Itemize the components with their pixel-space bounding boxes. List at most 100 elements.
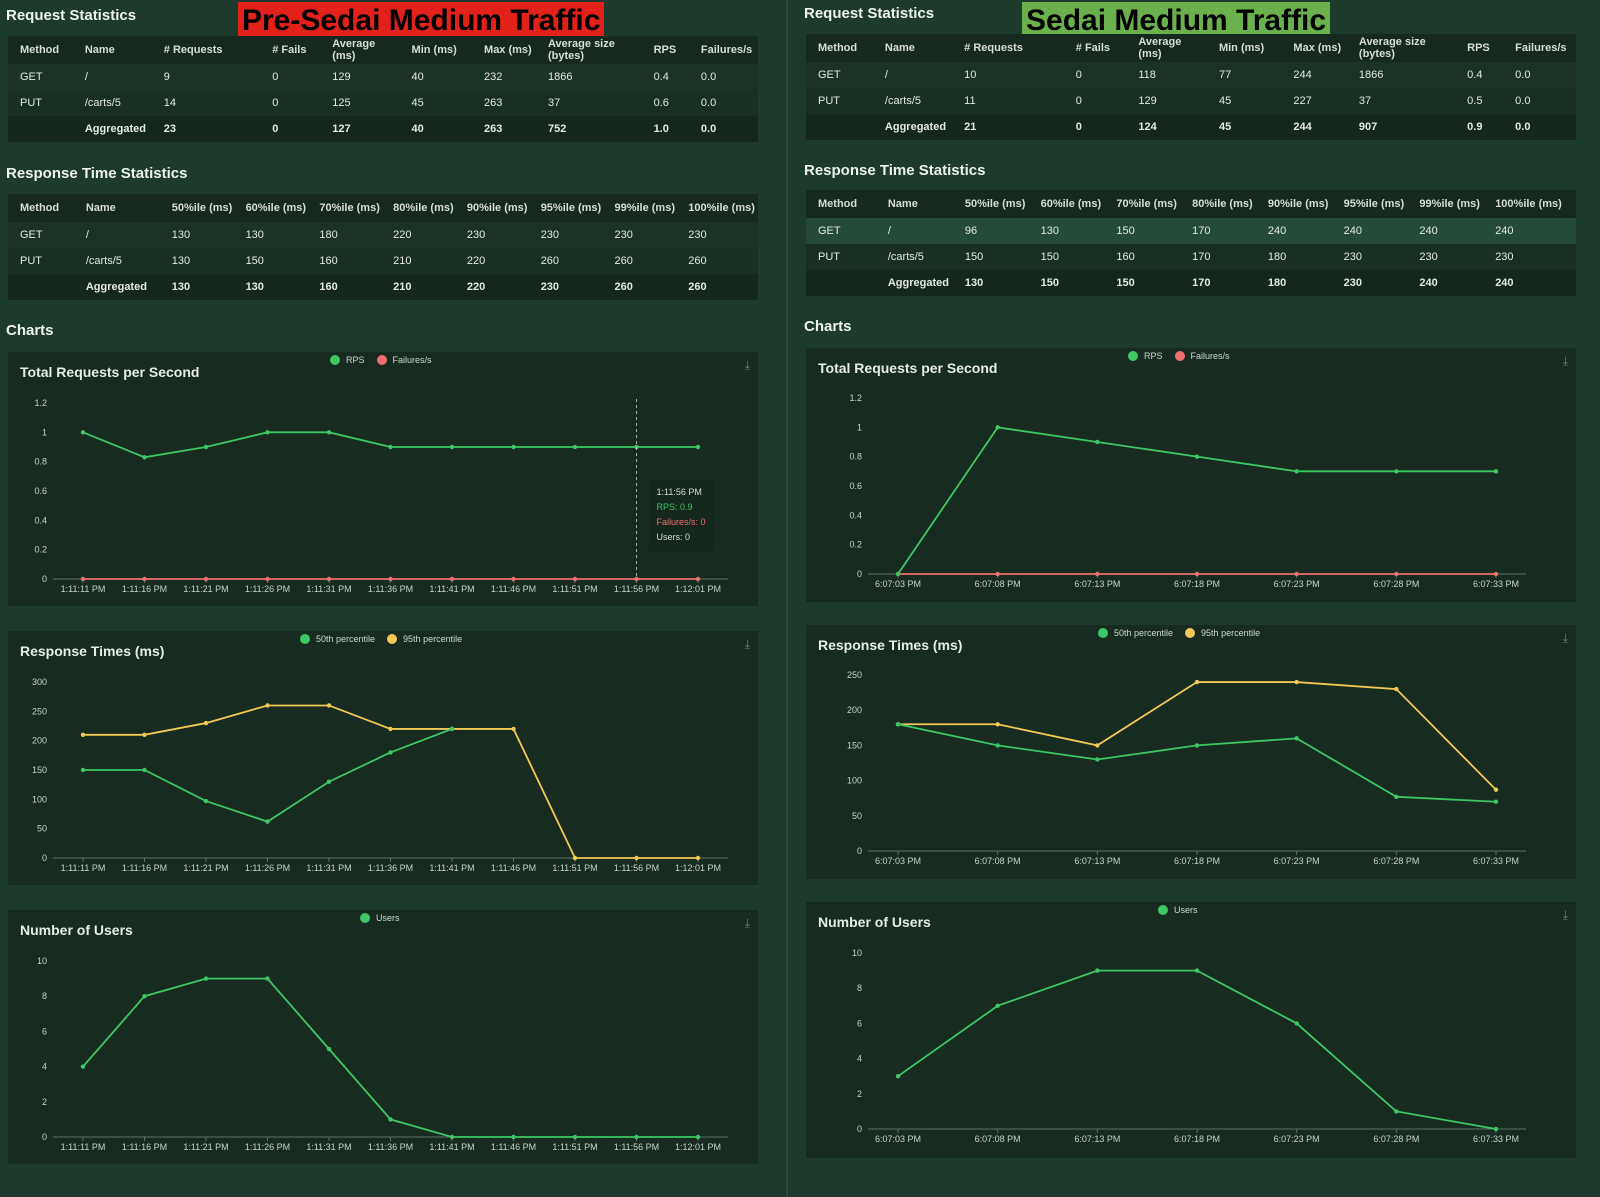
- data-point[interactable]: [388, 576, 393, 582]
- column-header[interactable]: 70%ile (ms): [307, 194, 382, 222]
- legend-item[interactable]: 50th percentile: [300, 634, 375, 644]
- data-point[interactable]: [1493, 469, 1499, 474]
- column-header[interactable]: Name: [72, 36, 152, 64]
- data-point[interactable]: [1194, 968, 1200, 973]
- data-point[interactable]: [1095, 968, 1100, 973]
- column-header[interactable]: 70%ile (ms): [1104, 190, 1181, 218]
- column-header[interactable]: 80%ile (ms): [381, 194, 455, 222]
- data-point[interactable]: [572, 855, 578, 861]
- data-point[interactable]: [1493, 787, 1499, 792]
- data-point[interactable]: [1194, 679, 1200, 685]
- column-header[interactable]: Average (ms): [320, 36, 400, 64]
- data-point[interactable]: [695, 576, 701, 582]
- column-header[interactable]: Min (ms): [399, 36, 473, 64]
- column-header[interactable]: 80%ile (ms): [1180, 190, 1256, 218]
- column-header[interactable]: Failures/s: [688, 36, 758, 64]
- data-point[interactable]: [80, 767, 86, 773]
- data-point[interactable]: [572, 576, 578, 582]
- download-icon[interactable]: ⤓: [744, 637, 750, 651]
- data-point[interactable]: [511, 576, 516, 582]
- download-icon[interactable]: ⤓: [744, 358, 750, 372]
- data-point[interactable]: [265, 703, 270, 708]
- column-header[interactable]: 99%ile (ms): [602, 194, 677, 222]
- data-point[interactable]: [995, 743, 1000, 748]
- data-point[interactable]: [1394, 1109, 1399, 1114]
- data-point[interactable]: [511, 1134, 516, 1140]
- column-header[interactable]: Method: [806, 34, 873, 62]
- data-point[interactable]: [1294, 1021, 1299, 1026]
- data-point[interactable]: [142, 767, 147, 773]
- data-point[interactable]: [572, 1134, 578, 1140]
- data-point[interactable]: [1095, 439, 1100, 445]
- data-point[interactable]: [142, 455, 147, 460]
- data-point[interactable]: [265, 576, 270, 582]
- data-point[interactable]: [1294, 571, 1299, 577]
- data-point[interactable]: [449, 726, 455, 732]
- data-point[interactable]: [142, 732, 147, 737]
- data-point[interactable]: [1394, 686, 1399, 692]
- data-point[interactable]: [695, 444, 701, 450]
- data-point[interactable]: [203, 720, 209, 726]
- data-point[interactable]: [895, 722, 901, 727]
- legend-item[interactable]: Failures/s: [376, 355, 432, 365]
- download-icon[interactable]: ⤓: [1562, 908, 1568, 922]
- legend-item[interactable]: 50th percentile: [1098, 628, 1173, 638]
- data-point[interactable]: [995, 1003, 1000, 1008]
- legend-item[interactable]: 95th percentile: [1185, 628, 1260, 638]
- column-header[interactable]: Failures/s: [1503, 34, 1576, 62]
- column-header[interactable]: 90%ile (ms): [1255, 190, 1332, 218]
- legend-item[interactable]: RPS: [330, 355, 365, 365]
- data-point[interactable]: [1394, 469, 1399, 474]
- data-point[interactable]: [326, 779, 332, 784]
- column-header[interactable]: 50%ile (ms): [159, 194, 234, 222]
- data-point[interactable]: [1394, 571, 1399, 577]
- data-point[interactable]: [80, 576, 86, 582]
- column-header[interactable]: Average (ms): [1126, 34, 1207, 62]
- data-point[interactable]: [695, 855, 701, 861]
- download-icon[interactable]: ⤓: [1562, 354, 1568, 368]
- column-header[interactable]: RPS: [1455, 34, 1504, 62]
- column-header[interactable]: 50%ile (ms): [952, 190, 1029, 218]
- data-point[interactable]: [1095, 757, 1100, 762]
- download-icon[interactable]: ⤓: [744, 916, 750, 930]
- column-header[interactable]: # Fails: [260, 36, 321, 64]
- data-point[interactable]: [1194, 571, 1200, 577]
- column-header[interactable]: Name: [875, 190, 953, 218]
- data-point[interactable]: [203, 798, 209, 804]
- data-point[interactable]: [203, 976, 209, 981]
- column-header[interactable]: Method: [806, 190, 876, 218]
- column-header[interactable]: 100%ile (ms): [1483, 190, 1576, 218]
- data-point[interactable]: [995, 722, 1000, 727]
- column-header[interactable]: Average size (bytes): [536, 36, 642, 64]
- data-point[interactable]: [995, 571, 1000, 577]
- data-point[interactable]: [449, 1134, 455, 1140]
- data-point[interactable]: [326, 1046, 332, 1052]
- data-point[interactable]: [388, 750, 393, 755]
- data-point[interactable]: [80, 1064, 86, 1069]
- column-header[interactable]: Min (ms): [1206, 34, 1282, 62]
- column-header[interactable]: 100%ile (ms): [676, 194, 758, 222]
- legend-item[interactable]: Failures/s: [1174, 351, 1230, 361]
- data-point[interactable]: [511, 726, 516, 732]
- data-point[interactable]: [1194, 454, 1200, 459]
- data-point[interactable]: [326, 576, 332, 582]
- data-point[interactable]: [634, 855, 639, 861]
- data-point[interactable]: [388, 726, 393, 732]
- data-point[interactable]: [895, 571, 901, 577]
- data-point[interactable]: [511, 444, 516, 450]
- data-point[interactable]: [203, 576, 209, 582]
- data-point[interactable]: [1493, 1126, 1499, 1132]
- column-header[interactable]: Method: [8, 36, 73, 64]
- column-header[interactable]: Name: [73, 194, 160, 222]
- column-header[interactable]: # Requests: [952, 34, 1064, 62]
- data-point[interactable]: [1095, 743, 1100, 748]
- column-header[interactable]: Name: [872, 34, 953, 62]
- legend-item[interactable]: RPS: [1128, 351, 1163, 361]
- column-header[interactable]: 95%ile (ms): [528, 194, 603, 222]
- legend-item[interactable]: Users: [1158, 905, 1198, 915]
- data-point[interactable]: [634, 576, 639, 582]
- data-point[interactable]: [1493, 571, 1499, 577]
- column-header[interactable]: 60%ile (ms): [1028, 190, 1105, 218]
- data-point[interactable]: [695, 1134, 701, 1140]
- column-header[interactable]: Method: [8, 194, 74, 222]
